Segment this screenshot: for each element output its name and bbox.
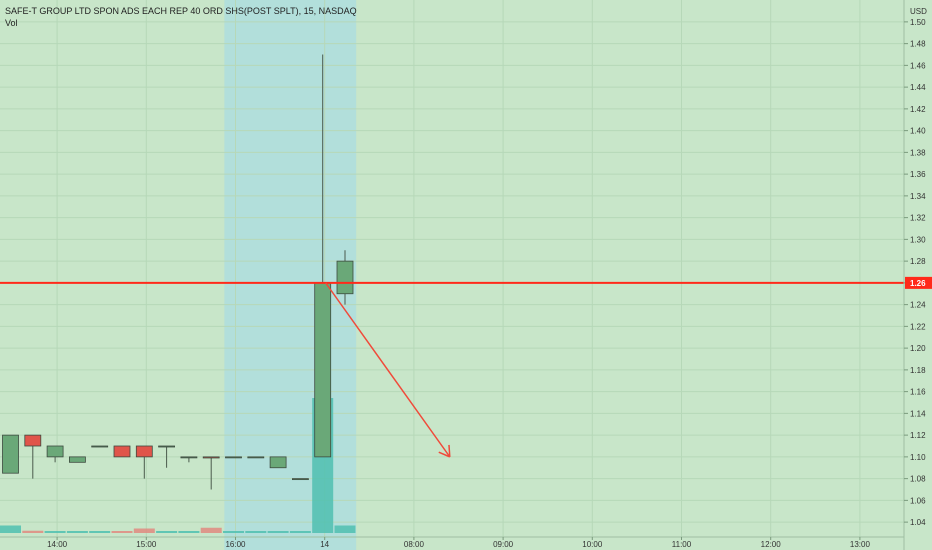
candle (46, 445, 64, 463)
y-tick-label: 1.12 (910, 431, 926, 440)
volume-indicator-label: Vol (5, 18, 18, 28)
y-tick-label: 1.34 (910, 192, 926, 201)
volume-bar (44, 531, 66, 533)
candle-body (269, 456, 287, 469)
x-tick-label: 08:00 (404, 540, 425, 549)
candle-body (69, 456, 86, 463)
volume-bar (0, 525, 21, 533)
candle (69, 456, 86, 463)
candle-body (2, 434, 19, 474)
candle (91, 445, 109, 448)
candle (247, 456, 265, 459)
x-tick-label: 10:00 (582, 540, 603, 549)
session-band (224, 0, 357, 550)
y-tick-label: 1.06 (910, 496, 926, 505)
candle-body (158, 445, 176, 448)
y-tick-label: 1.14 (910, 409, 926, 418)
arrow-shaft (325, 282, 451, 458)
candle-body (46, 445, 64, 458)
candle (180, 456, 198, 463)
y-tick-label: 1.28 (910, 257, 926, 266)
y-tick-label: 1.08 (910, 475, 926, 484)
x-tick-label: 11:00 (672, 540, 692, 549)
candle (291, 478, 309, 481)
candle-body (180, 456, 198, 459)
candle-body (135, 445, 153, 458)
candle-body (91, 445, 109, 448)
candle-body (291, 478, 309, 481)
y-tick-label: 1.10 (910, 453, 926, 462)
x-tick-label: 14 (320, 540, 329, 549)
y-tick-label: 1.44 (910, 83, 926, 92)
volume-bar (133, 528, 155, 533)
candle (2, 434, 19, 474)
volume-bar (245, 531, 267, 533)
y-tick-label: 1.16 (910, 388, 926, 397)
symbol-title: SAFE-T GROUP LTD SPON ADS EACH REP 40 OR… (5, 6, 357, 16)
x-tick-label: 13:00 (850, 540, 871, 549)
candle (24, 434, 42, 479)
volume-bar (178, 531, 200, 533)
volume-bar (89, 531, 111, 533)
volume-bar (289, 531, 311, 533)
price-axis[interactable]: 1.04 1.06 1.08 1.10 1.12 1.14 1.16 1.18 1.20 1.22… (904, 18, 926, 527)
x-tick-label: 15:00 (136, 540, 157, 549)
time-axis[interactable]: 14:00 15:00 16:00 14 08:00 09:00 10:00 11:00 12:… (0, 536, 904, 549)
y-tick-label: 1.50 (910, 18, 926, 27)
y-tick-label: 1.24 (910, 301, 926, 310)
candle-body (336, 260, 354, 295)
y-tick-label: 1.18 (910, 366, 926, 375)
volume-bar (22, 530, 44, 533)
arrow-head (438, 451, 451, 458)
last-price-label: 1.26 (910, 279, 926, 288)
volume-bar (156, 531, 178, 533)
y-tick-label: 1.38 (910, 148, 926, 157)
candle (113, 445, 131, 458)
x-tick-label: 14:00 (47, 540, 68, 549)
x-tick-label: 16:00 (225, 540, 246, 549)
y-tick-label: 1.32 (910, 214, 926, 223)
candle (336, 250, 354, 305)
currency-label: USD (910, 7, 927, 16)
y-tick-label: 1.20 (910, 344, 926, 353)
y-tick-label: 1.48 (910, 40, 926, 49)
y-tick-label: 1.22 (910, 322, 926, 331)
candle (135, 445, 153, 479)
volume-bar (111, 531, 133, 533)
candle (158, 445, 176, 468)
y-tick-label: 1.42 (910, 105, 926, 114)
y-tick-label: 1.04 (910, 518, 926, 527)
x-tick-label: 12:00 (761, 540, 782, 549)
candle (269, 456, 287, 469)
volume-bar (223, 531, 244, 533)
candlesticks (2, 54, 354, 490)
y-tick-label: 1.46 (910, 61, 926, 70)
candle-body (24, 434, 42, 447)
candle-body (113, 445, 131, 458)
last-price-badge (905, 276, 932, 289)
candle (314, 54, 332, 458)
candle-body (314, 282, 332, 458)
volume-bar (66, 531, 88, 533)
y-tick-label: 1.36 (910, 170, 926, 179)
x-tick-label: 09:00 (493, 540, 514, 549)
volume-bar (334, 525, 356, 533)
candle-body (202, 456, 220, 459)
candle (202, 456, 220, 490)
volume-bar (200, 527, 222, 533)
candle-body (225, 456, 242, 459)
trend-arrow[interactable] (325, 282, 451, 458)
volume-bar (267, 531, 289, 533)
y-tick-label: 1.40 (910, 127, 926, 136)
arrow-head (448, 444, 451, 457)
candle (225, 456, 242, 459)
candle-body (247, 456, 265, 459)
y-tick-label: 1.30 (910, 235, 926, 244)
